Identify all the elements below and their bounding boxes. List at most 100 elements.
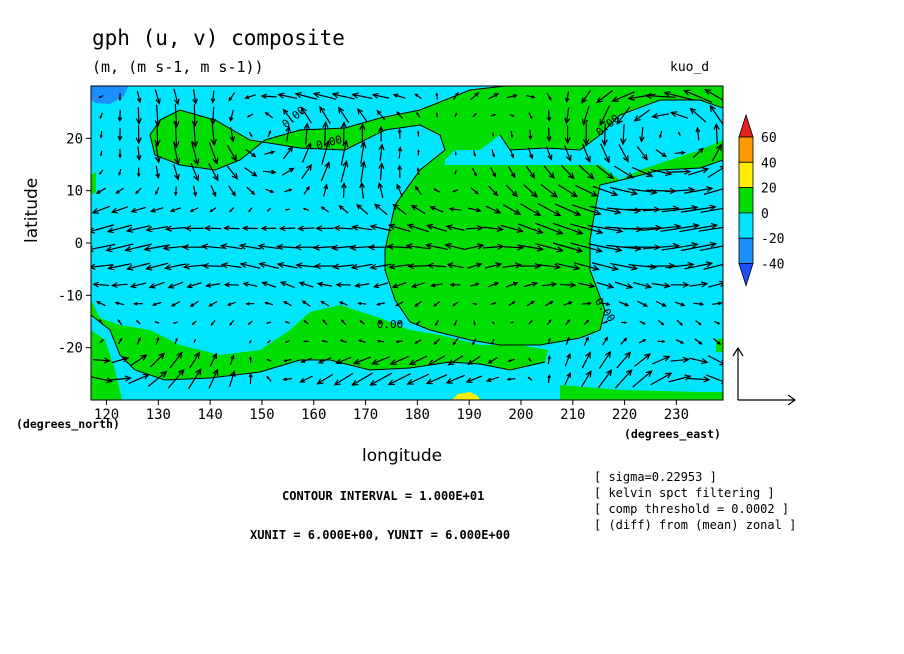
wind-vector: [210, 185, 217, 198]
wind-vector: [452, 337, 459, 346]
wind-vector: [301, 300, 311, 307]
wind-vector: [454, 169, 457, 175]
wind-vector: [611, 91, 635, 102]
wind-vector: [302, 207, 310, 211]
reference-vector: [732, 346, 797, 406]
wind-vector: [338, 106, 350, 124]
wind-vector: [581, 105, 590, 127]
wind-vector: [350, 263, 373, 271]
wind-vector: [415, 320, 421, 326]
wind-vector: [239, 261, 261, 269]
wind-vector: [676, 319, 683, 326]
wind-vector: [527, 376, 533, 382]
wind-vector: [174, 186, 178, 197]
wind-vector: [491, 149, 496, 158]
wind-vector: [491, 321, 495, 325]
y-axis: 20 10 0 -10 -20: [58, 131, 91, 357]
wind-vector: [245, 302, 255, 306]
wind-vector: [581, 351, 591, 369]
wind-vector: [351, 92, 373, 100]
wind-vector: [223, 282, 239, 288]
field-positive-edge-east: [716, 338, 723, 352]
wind-vector: [244, 167, 258, 177]
wind-vector: [339, 339, 347, 343]
wind-vector: [189, 300, 199, 307]
wind-vector: [321, 140, 331, 165]
wind-vector: [284, 208, 290, 211]
wind-vector: [674, 150, 686, 155]
wind-vector: [444, 242, 466, 251]
wind-vector: [174, 337, 178, 345]
wind-vector: [628, 263, 658, 271]
wind-vector: [335, 356, 352, 365]
wind-vector: [220, 262, 242, 269]
wind-vector: [266, 321, 272, 324]
field-positive-southeast: [560, 385, 723, 400]
wind-vector: [248, 207, 253, 213]
wind-vector: [191, 320, 197, 326]
colorbar-swatch: [738, 161, 754, 189]
field-yellow-patch: [452, 392, 480, 400]
wind-vector: [164, 263, 187, 271]
contour-line: [149, 86, 506, 251]
wind-vector: [387, 373, 411, 386]
wind-vector: [369, 224, 392, 232]
colorbar-swatch: [738, 212, 754, 239]
wind-vector: [151, 301, 162, 306]
wind-vector: [136, 90, 142, 104]
wind-vector: [164, 225, 186, 232]
wind-vector: [284, 340, 290, 343]
wind-vector: [616, 351, 632, 369]
field-negative-patch: [91, 86, 128, 104]
wind-vector: [408, 355, 428, 366]
wind-vector: [425, 223, 447, 232]
wind-vector: [578, 282, 596, 289]
field-positive-edge-west: [91, 172, 96, 195]
wind-vector: [330, 244, 356, 251]
wind-vector: [315, 225, 334, 232]
wind-vector: [694, 338, 703, 345]
y-tick-label: 0: [75, 236, 83, 252]
wind-vector: [99, 130, 103, 139]
wind-vector: [266, 207, 272, 212]
wind-vector: [564, 107, 571, 125]
wind-vector: [210, 123, 217, 147]
wind-vector: [528, 320, 533, 325]
wind-vector: [706, 374, 723, 385]
wind-vector: [186, 282, 202, 289]
wind-vector: [406, 223, 429, 233]
wind-vector: [616, 106, 631, 125]
wind-vector: [632, 370, 653, 388]
wind-vector: [299, 375, 313, 383]
x-tick-label: 200: [508, 407, 533, 423]
wind-vector: [540, 183, 558, 198]
wind-vector: [219, 243, 243, 250]
wind-vector: [417, 149, 420, 156]
wind-vector: [596, 164, 615, 180]
wind-vector: [283, 358, 292, 363]
wind-vector: [189, 351, 200, 368]
wind-vector: [517, 223, 544, 234]
wind-vector: [547, 337, 551, 344]
wind-vector: [711, 143, 722, 162]
wind-vector: [264, 301, 274, 306]
wind-vector: [358, 339, 366, 343]
wind-vector: [229, 319, 235, 326]
wind-vector: [301, 142, 312, 163]
wind-vector: [300, 106, 312, 124]
wind-vector: [277, 92, 298, 100]
wind-vector: [208, 142, 219, 165]
wind-vector: [627, 93, 656, 101]
wind-vector: [581, 301, 592, 306]
wind-vector: [508, 301, 516, 306]
wind-vector: [147, 370, 168, 387]
wind-vector: [173, 121, 180, 149]
wind-vector: [369, 263, 392, 271]
wind-vector: [228, 207, 235, 213]
wind-vector: [371, 92, 390, 99]
wind-vector: [246, 186, 256, 196]
wind-vector: [378, 125, 384, 142]
wind-vector: [359, 181, 366, 199]
wind-vector: [359, 123, 366, 144]
wind-vector: [564, 145, 572, 162]
